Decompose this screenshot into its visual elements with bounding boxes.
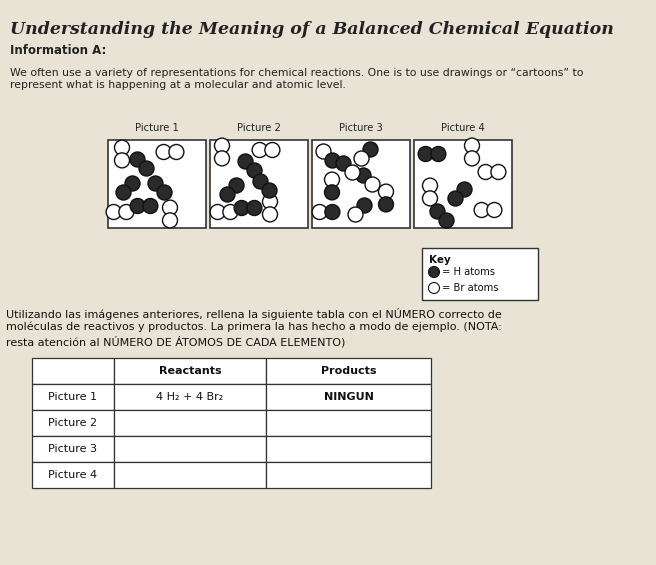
Text: Key: Key xyxy=(429,255,451,265)
Circle shape xyxy=(345,165,360,180)
Circle shape xyxy=(422,191,438,206)
Text: Products: Products xyxy=(321,366,377,376)
FancyBboxPatch shape xyxy=(210,140,308,228)
Circle shape xyxy=(487,202,502,218)
Text: Picture 1: Picture 1 xyxy=(135,123,179,133)
FancyBboxPatch shape xyxy=(32,462,114,488)
Circle shape xyxy=(316,144,331,159)
Circle shape xyxy=(238,154,253,169)
Text: Picture 3: Picture 3 xyxy=(339,123,383,133)
Circle shape xyxy=(464,138,480,153)
Text: = Br atoms: = Br atoms xyxy=(442,283,499,293)
Circle shape xyxy=(169,145,184,159)
FancyBboxPatch shape xyxy=(114,462,266,488)
Circle shape xyxy=(325,185,340,200)
Text: = H atoms: = H atoms xyxy=(442,267,495,277)
FancyBboxPatch shape xyxy=(114,384,266,410)
Text: resta atención al NÚMERO DE ÁTOMOS DE CADA ELEMENTO): resta atención al NÚMERO DE ÁTOMOS DE CA… xyxy=(6,336,345,347)
Text: Utilizando las imágenes anteriores, rellena la siguiente tabla con el NÚMERO cor: Utilizando las imágenes anteriores, rell… xyxy=(6,308,502,320)
FancyBboxPatch shape xyxy=(414,140,512,228)
Circle shape xyxy=(336,156,351,171)
Circle shape xyxy=(210,205,225,219)
Circle shape xyxy=(252,142,267,158)
Circle shape xyxy=(253,174,268,189)
Circle shape xyxy=(325,205,340,219)
Text: Picture 4: Picture 4 xyxy=(441,123,485,133)
Text: moléculas de reactivos y productos. La primera la has hecho a modo de ejemplo. (: moléculas de reactivos y productos. La p… xyxy=(6,322,502,332)
Circle shape xyxy=(106,205,121,219)
Text: Picture 1: Picture 1 xyxy=(49,392,98,402)
FancyBboxPatch shape xyxy=(114,358,266,384)
Circle shape xyxy=(156,145,171,159)
Circle shape xyxy=(474,202,489,218)
Circle shape xyxy=(116,185,131,200)
Text: Picture 4: Picture 4 xyxy=(49,470,98,480)
Circle shape xyxy=(464,151,480,166)
Circle shape xyxy=(163,213,178,228)
FancyBboxPatch shape xyxy=(32,436,114,462)
Circle shape xyxy=(431,146,446,162)
Text: Reactants: Reactants xyxy=(159,366,221,376)
Text: Information A:: Information A: xyxy=(10,44,106,57)
Circle shape xyxy=(130,198,145,214)
Circle shape xyxy=(325,153,340,168)
FancyBboxPatch shape xyxy=(32,410,114,436)
Circle shape xyxy=(223,205,238,219)
Text: Picture 2: Picture 2 xyxy=(237,123,281,133)
FancyBboxPatch shape xyxy=(114,410,266,436)
Text: NINGUN: NINGUN xyxy=(323,392,373,402)
FancyBboxPatch shape xyxy=(422,248,538,300)
Circle shape xyxy=(457,182,472,197)
Circle shape xyxy=(143,198,158,214)
Circle shape xyxy=(247,163,262,178)
Circle shape xyxy=(428,282,440,293)
FancyBboxPatch shape xyxy=(266,436,431,462)
Circle shape xyxy=(365,177,380,192)
FancyBboxPatch shape xyxy=(266,410,431,436)
Circle shape xyxy=(229,178,244,193)
Circle shape xyxy=(163,200,178,215)
Circle shape xyxy=(491,164,506,180)
Circle shape xyxy=(357,198,372,213)
Circle shape xyxy=(354,151,369,166)
FancyBboxPatch shape xyxy=(108,140,206,228)
Circle shape xyxy=(148,176,163,191)
Circle shape xyxy=(379,184,394,199)
Circle shape xyxy=(262,183,277,198)
FancyBboxPatch shape xyxy=(32,384,114,410)
Circle shape xyxy=(379,197,394,212)
Text: Picture 2: Picture 2 xyxy=(49,418,98,428)
FancyBboxPatch shape xyxy=(266,384,431,410)
Circle shape xyxy=(439,213,454,228)
Circle shape xyxy=(430,204,445,219)
Text: Picture 3: Picture 3 xyxy=(49,444,98,454)
Circle shape xyxy=(312,205,327,219)
Circle shape xyxy=(247,201,262,215)
Circle shape xyxy=(356,168,371,183)
Circle shape xyxy=(262,194,277,209)
Circle shape xyxy=(363,142,378,157)
Circle shape xyxy=(428,267,440,277)
Circle shape xyxy=(325,172,340,187)
Text: We often use a variety of representations for chemical reactions. One is to use : We often use a variety of representation… xyxy=(10,68,583,78)
Circle shape xyxy=(215,151,230,166)
Circle shape xyxy=(422,178,438,193)
Circle shape xyxy=(139,161,154,176)
Circle shape xyxy=(478,164,493,180)
FancyBboxPatch shape xyxy=(266,462,431,488)
Text: represent what is happening at a molecular and atomic level.: represent what is happening at a molecul… xyxy=(10,80,346,90)
Circle shape xyxy=(265,142,280,158)
Circle shape xyxy=(234,201,249,215)
Circle shape xyxy=(125,176,140,191)
Circle shape xyxy=(215,138,230,153)
Circle shape xyxy=(115,153,129,168)
Circle shape xyxy=(448,191,463,206)
Text: 4 H₂ + 4 Br₂: 4 H₂ + 4 Br₂ xyxy=(156,392,224,402)
FancyBboxPatch shape xyxy=(114,436,266,462)
FancyBboxPatch shape xyxy=(312,140,410,228)
Text: Understanding the Meaning of a Balanced Chemical Equation: Understanding the Meaning of a Balanced … xyxy=(10,21,614,38)
Circle shape xyxy=(115,140,129,155)
Circle shape xyxy=(220,187,235,202)
Circle shape xyxy=(418,146,433,162)
